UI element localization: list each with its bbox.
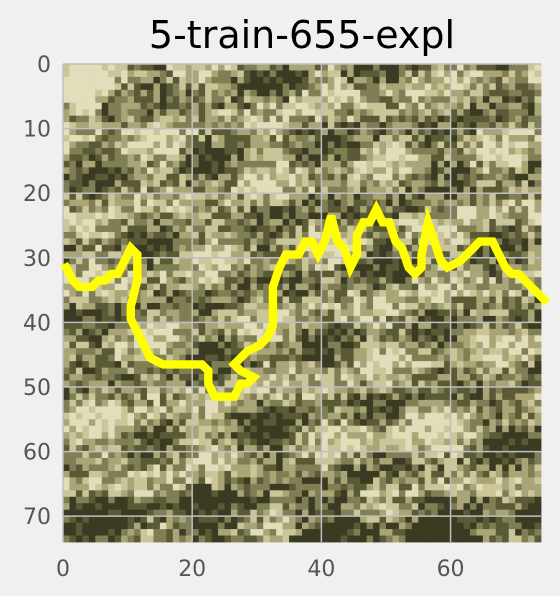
figure-title: 5-train-655-expl bbox=[149, 13, 455, 57]
y-tick-label: 30 bbox=[23, 247, 51, 272]
x-tick-label: 40 bbox=[307, 557, 335, 582]
y-tick-label: 10 bbox=[23, 118, 51, 143]
explanation-overlay bbox=[60, 199, 551, 401]
x-tick-label: 20 bbox=[178, 557, 206, 582]
y-tick-label: 40 bbox=[23, 311, 51, 336]
y-tick-label: 50 bbox=[23, 376, 51, 401]
y-tick-label: 0 bbox=[37, 53, 51, 78]
x-axis-ticks: 0 20 40 60 bbox=[56, 557, 465, 582]
overlay-path bbox=[60, 199, 551, 401]
y-tick-label: 60 bbox=[23, 441, 51, 466]
image-tile bbox=[63, 64, 542, 543]
x-tick-label: 60 bbox=[437, 557, 465, 582]
y-tick-label: 70 bbox=[23, 505, 51, 530]
x-tick-label: 0 bbox=[56, 557, 70, 582]
y-axis-ticks: 0 10 20 30 40 50 60 70 bbox=[23, 53, 51, 530]
grid-lines bbox=[62, 63, 541, 542]
y-tick-label: 20 bbox=[23, 182, 51, 207]
